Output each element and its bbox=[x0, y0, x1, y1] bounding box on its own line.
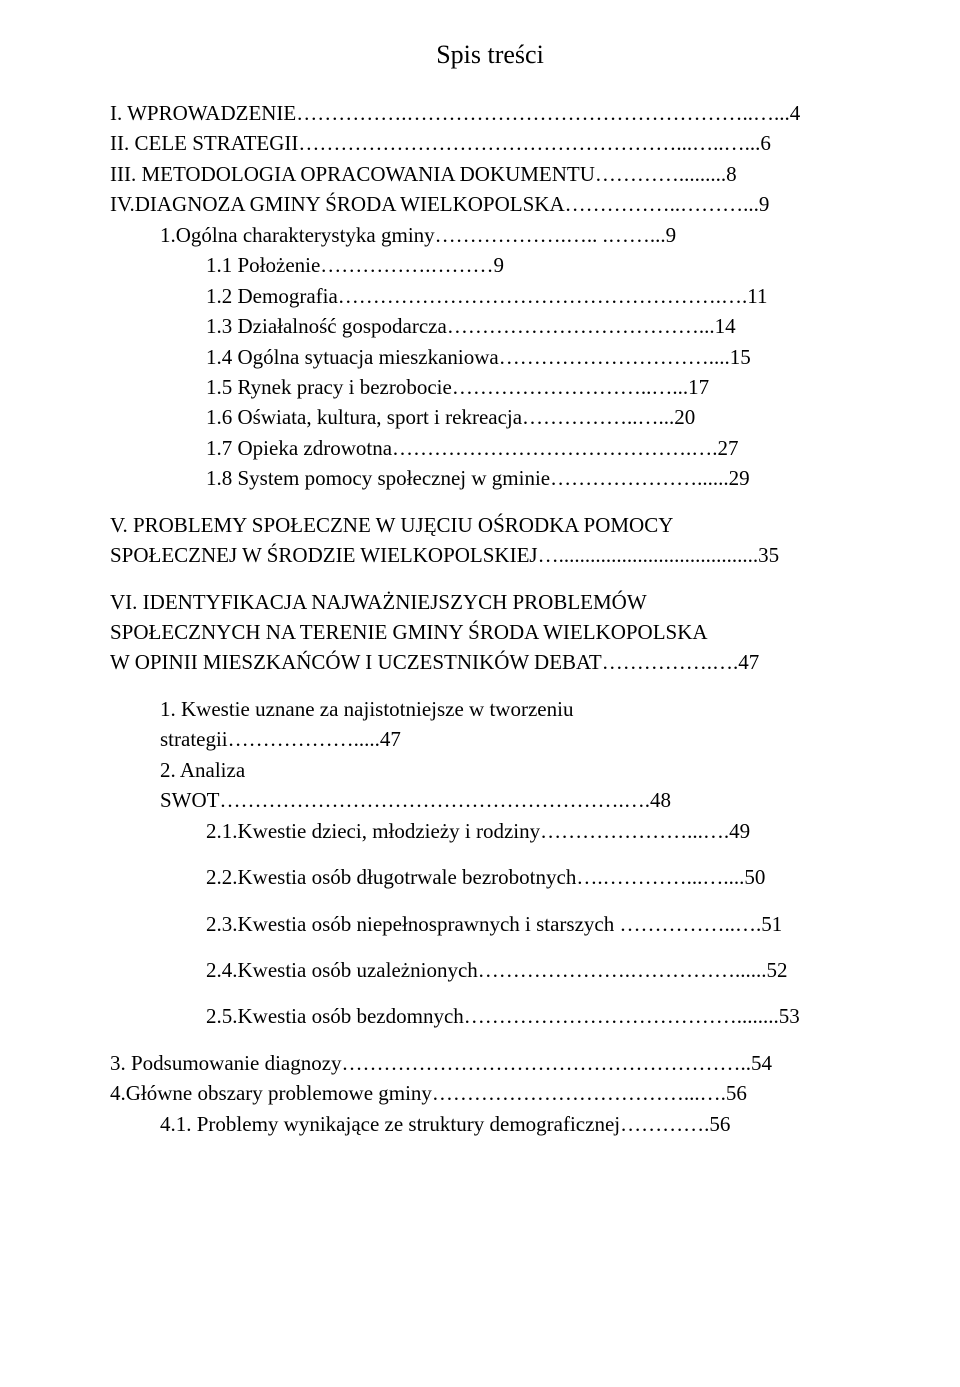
toc-entry: 1.6 Oświata, kultura, sport i rekreacja…… bbox=[110, 402, 870, 432]
toc-entry: 1.3 Działalność gospodarcza……………………………….… bbox=[110, 311, 870, 341]
toc-entry: 2.4.Kwestia osób uzależnionych………………….……… bbox=[110, 955, 870, 985]
toc-title: Spis treści bbox=[110, 40, 870, 70]
toc-entry: 4.Główne obszary problemowe gminy…………………… bbox=[110, 1078, 870, 1108]
blank-line bbox=[110, 571, 870, 587]
blank-line bbox=[110, 1032, 870, 1048]
toc-entry: 1. Kwestie uznane za najistotniejsze w t… bbox=[110, 694, 870, 724]
blank-line bbox=[110, 985, 870, 1001]
blank-line bbox=[110, 678, 870, 694]
toc-entry: W OPINII MIESZKAŃCÓW I UCZESTNIKÓW DEBAT… bbox=[110, 647, 870, 677]
toc-entry: SPOŁECZNYCH NA TERENIE GMINY ŚRODA WIELK… bbox=[110, 617, 870, 647]
toc-entry: 2.3.Kwestia osób niepełnosprawnych i sta… bbox=[110, 909, 870, 939]
toc-entry: 1.1 Położenie…………….………9 bbox=[110, 250, 870, 280]
toc-entry: 2.1.Kwestie dzieci, młodzieży i rodziny…… bbox=[110, 816, 870, 846]
toc-entry: VI. IDENTYFIKACJA NAJWAŻNIEJSZYCH PROBLE… bbox=[110, 587, 870, 617]
toc-entry: 1.5 Rynek pracy i bezrobocie………………………..…… bbox=[110, 372, 870, 402]
blank-line bbox=[110, 494, 870, 510]
blank-line bbox=[110, 939, 870, 955]
toc-entry: 3. Podsumowanie diagnozy…………………………………………… bbox=[110, 1048, 870, 1078]
toc-entry: III. METODOLOGIA OPRACOWANIA DOKUMENTU……… bbox=[110, 159, 870, 189]
blank-line bbox=[110, 893, 870, 909]
toc-entry: V. PROBLEMY SPOŁECZNE W UJĘCIU OŚRODKA P… bbox=[110, 510, 870, 540]
toc-entry: 1.2 Demografia……………………………………………….….11 bbox=[110, 281, 870, 311]
toc-body: I. WPROWADZENIE…………….…………………………………………..…… bbox=[110, 98, 870, 1139]
toc-entry: strategii……………….....47 bbox=[110, 724, 870, 754]
toc-entry: 1.7 Opieka zdrowotna…………………………………….….27 bbox=[110, 433, 870, 463]
toc-entry: 2.5.Kwestia osób bezdomnych…………………………………… bbox=[110, 1001, 870, 1031]
toc-entry: IV.DIAGNOZA GMINY ŚRODA WIELKOPOLSKA…………… bbox=[110, 189, 870, 219]
toc-entry: 4.1. Problemy wynikające ze struktury de… bbox=[110, 1109, 870, 1139]
toc-entry: SWOT………………………………………………….….48 bbox=[110, 785, 870, 815]
toc-entry: SPOŁECZNEJ W ŚRODZIE WIELKOPOLSKIEJ…....… bbox=[110, 540, 870, 570]
toc-entry: 2.2.Kwestia osób długotrwale bezrobotnyc… bbox=[110, 862, 870, 892]
toc-entry: 1.Ogólna charakterystyka gminy……………….…..… bbox=[110, 220, 870, 250]
toc-entry: II. CELE STRATEGII………………………………………………...…… bbox=[110, 128, 870, 158]
toc-entry: 1.8 System pomocy społecznej w gminie………… bbox=[110, 463, 870, 493]
toc-entry: 2. Analiza bbox=[110, 755, 870, 785]
document-page: Spis treści I. WPROWADZENIE…………….…………………… bbox=[0, 0, 960, 1387]
toc-entry: 1.4 Ogólna sytuacja mieszkaniowa……………………… bbox=[110, 342, 870, 372]
toc-entry: I. WPROWADZENIE…………….…………………………………………..…… bbox=[110, 98, 870, 128]
blank-line bbox=[110, 846, 870, 862]
